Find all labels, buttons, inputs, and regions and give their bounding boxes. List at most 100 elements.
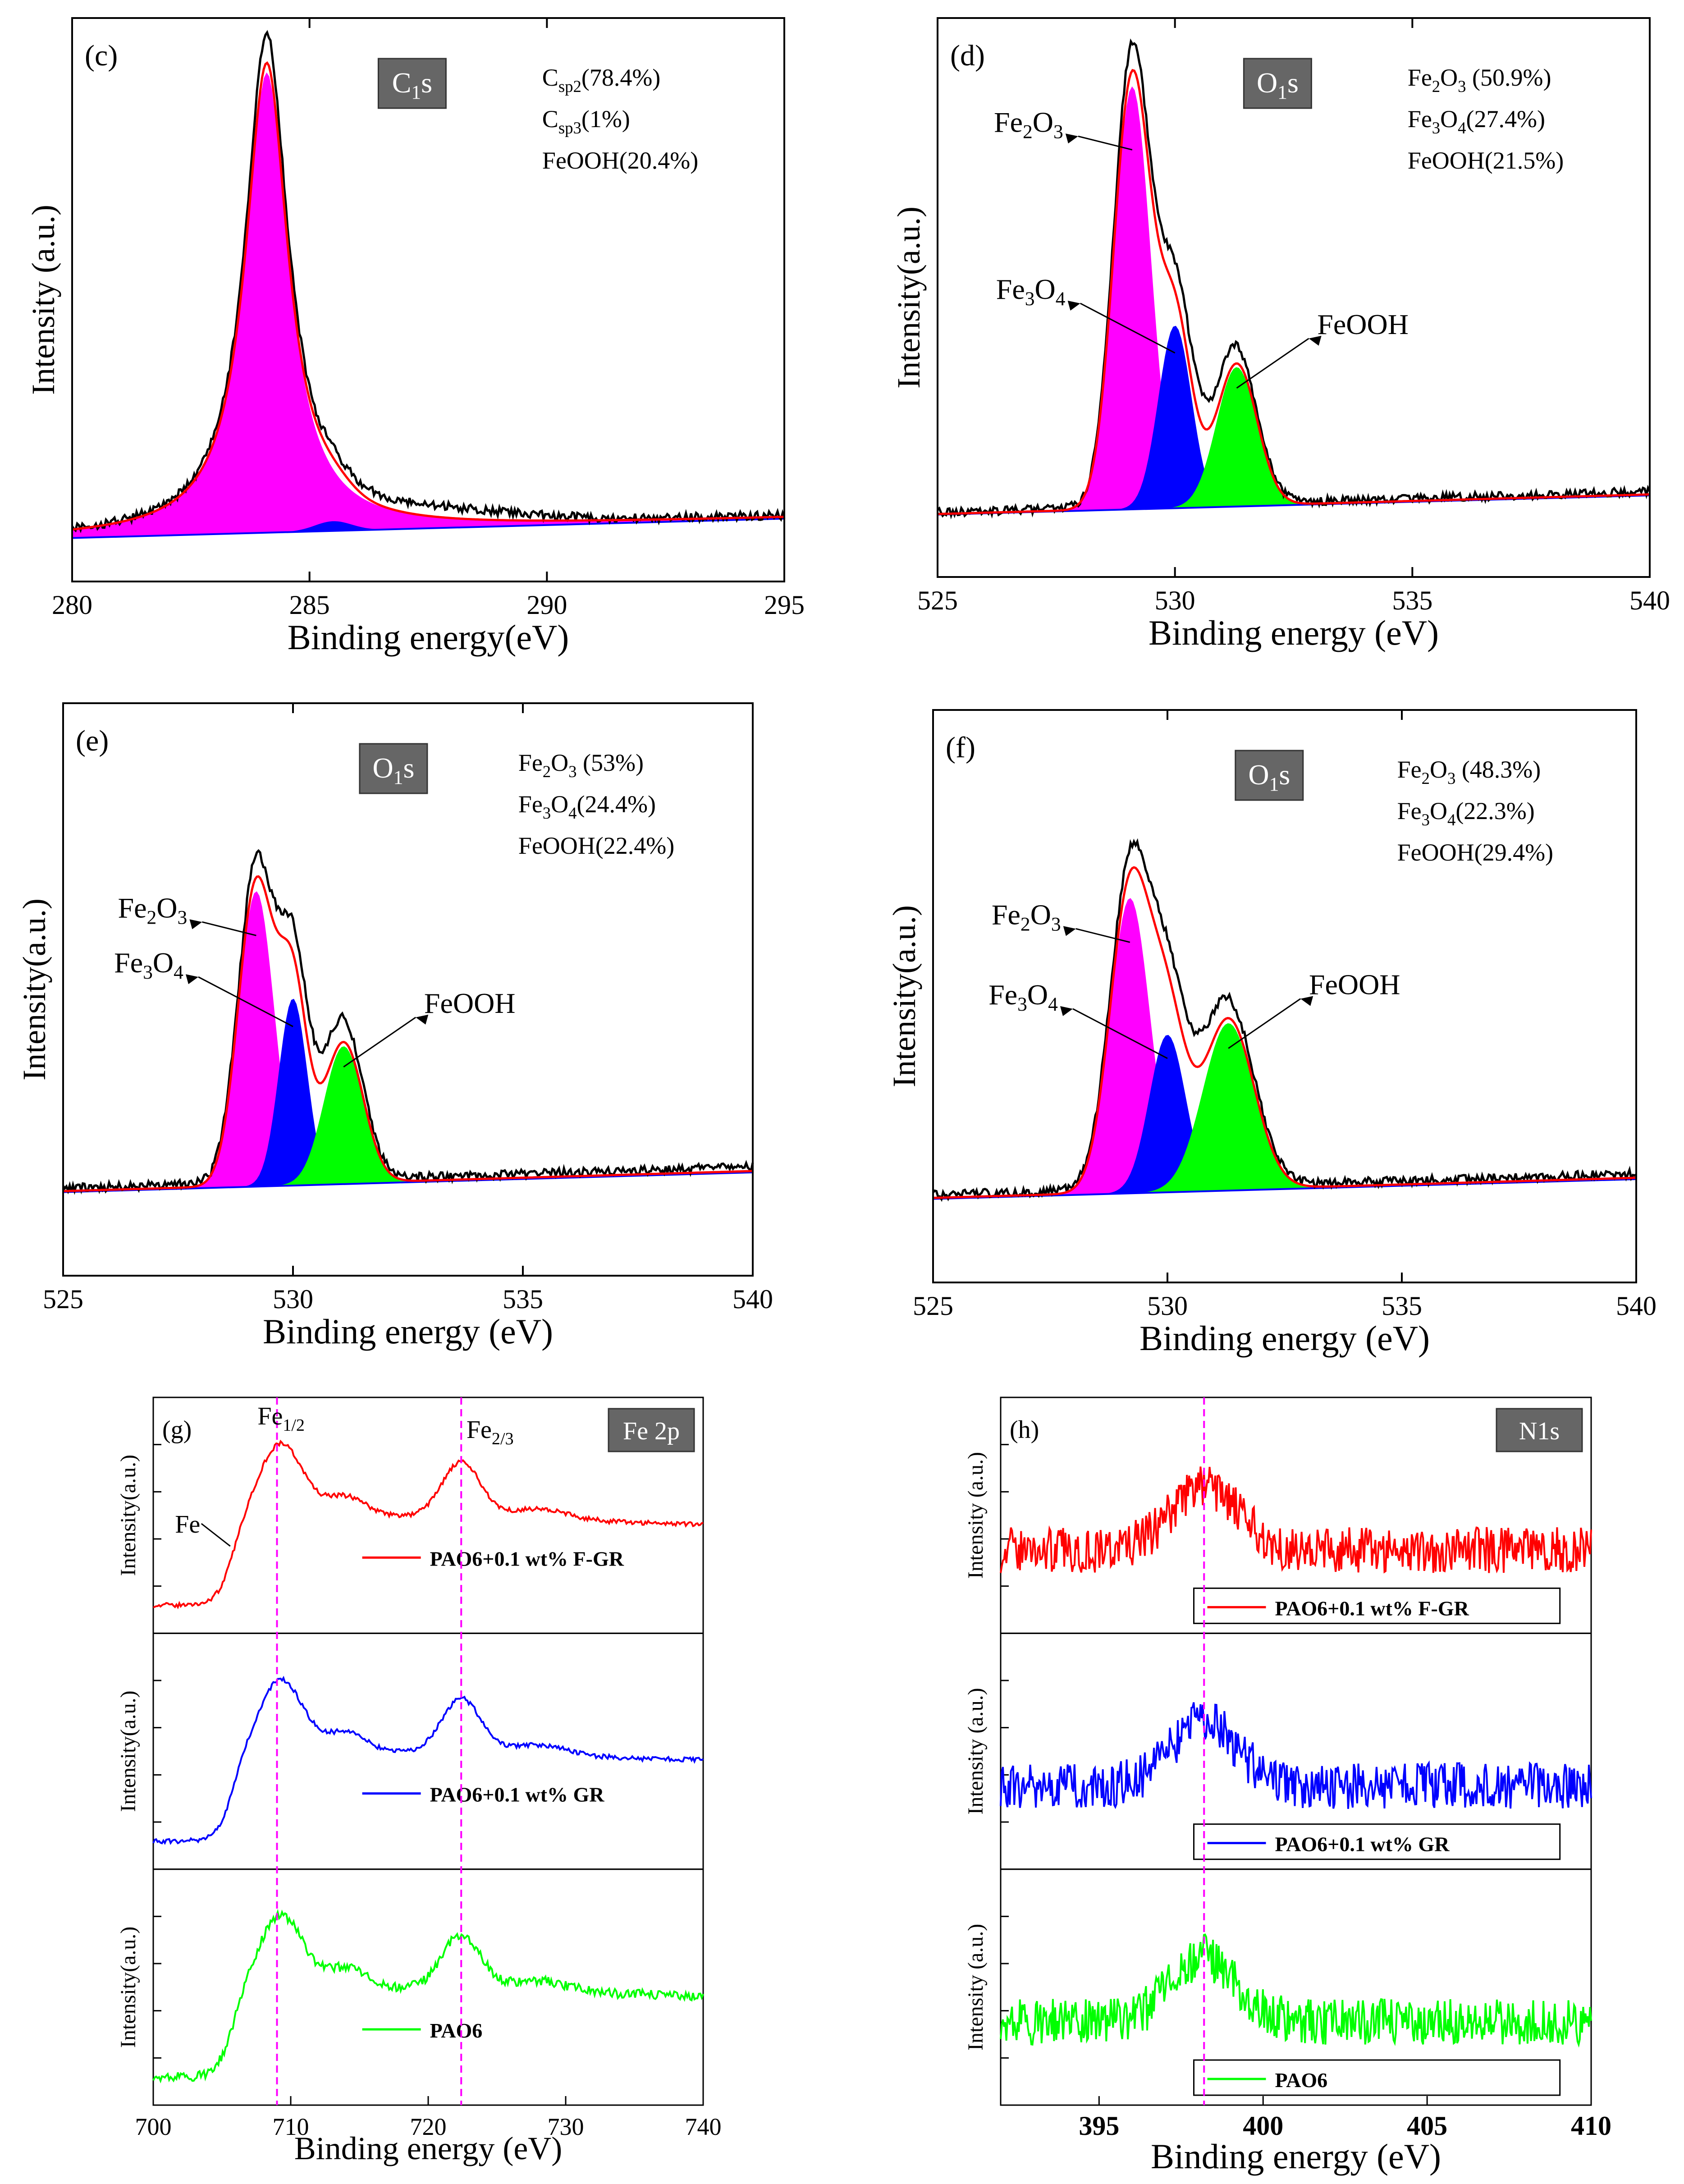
badge-box [1496, 1408, 1583, 1452]
annotation-fe3o4: Fe3O4 [996, 273, 1066, 310]
badge-label: Fe 2p [623, 1417, 680, 1445]
peak-label-0: Fe [175, 1511, 200, 1538]
x-axis-label: Binding energy(eV) [288, 618, 569, 657]
annotation-fe2o3: Fe2O3 [994, 106, 1063, 142]
legend-label: PAO6+0.1 wt% F-GR [1275, 1597, 1469, 1620]
x-tick-label: 525 [43, 1284, 83, 1314]
x-tick-label: 720 [410, 2113, 447, 2140]
plot-frame [71, 17, 785, 582]
x-tick-label: 530 [1155, 586, 1195, 615]
x-axis-label: Binding energy (eV) [1151, 2137, 1441, 2176]
badge-label: O1s [1257, 67, 1299, 103]
badge-label: O1s [372, 752, 414, 788]
raw-spectrum-line [932, 838, 1637, 1202]
plot-frame [932, 709, 1637, 1283]
spectrum-line-0 [1000, 1466, 1592, 1574]
x-tick-label: 730 [548, 2113, 584, 2140]
annotation-arrow [1228, 998, 1301, 1049]
annotation-arrow [343, 1016, 416, 1068]
badge-box [608, 1408, 695, 1452]
arrow-head [1067, 300, 1080, 311]
arrow-head [1063, 926, 1076, 936]
annotation-arrow [1078, 135, 1133, 151]
panel-c: 280 285 290 295 Binding energy(eV) Intensity … [25, 17, 805, 657]
panel-f: 525 530 535 540 Binding energy (eV) Intensity… [886, 709, 1657, 1358]
badge-label: N1s [1519, 1417, 1560, 1445]
raw-spectrum-line [937, 38, 1651, 520]
x-tick-label: 530 [273, 1284, 313, 1314]
x-tick-label: 525 [917, 586, 958, 615]
composition-2: FeOOH(29.4%) [1397, 839, 1553, 866]
legend-box [1193, 1823, 1561, 1860]
x-tick-label: 530 [1147, 1291, 1188, 1321]
composition-0: Fe2O3 (50.9%) [1408, 64, 1551, 96]
panel-label: (d) [950, 39, 985, 72]
legend-box [1193, 1587, 1561, 1624]
panel-label: (e) [76, 724, 109, 757]
panel-label: (f) [946, 731, 975, 764]
annotation-feooh: FeOOH [1317, 308, 1409, 340]
y-axis-label: Intensity(a.u.) [886, 905, 922, 1087]
arrow-head [1060, 1006, 1073, 1016]
spectrum-line-1 [152, 1676, 704, 1845]
baseline-line [72, 517, 785, 539]
baseline-line [933, 1178, 1637, 1200]
badge-label: C1s [392, 67, 432, 103]
legend-label: PAO6 [430, 2019, 483, 2042]
plot-frame [937, 17, 1651, 578]
annotation-feooh: FeOOH [424, 987, 516, 1019]
y-axis-label: Intensity (a.u.) [964, 1452, 988, 1579]
x-tick-label: 535 [1392, 586, 1432, 615]
y-axis-label: Intensity(a.u.) [891, 206, 927, 389]
composition-0: Fe2O3 (48.3%) [1397, 756, 1541, 788]
panel-label: (h) [1010, 1416, 1039, 1444]
x-tick-label: 295 [764, 590, 805, 620]
legend-label: PAO6+0.1 wt% GR [430, 1783, 605, 1806]
panel-g: Intensity(a.u.) PAO6+0.1 wt% F-GR Intensit… [116, 1396, 722, 2166]
subplot-frame [1000, 1868, 1592, 2106]
y-axis-label: Intensity (a.u.) [25, 205, 61, 395]
x-tick-label: 540 [1616, 1291, 1657, 1321]
x-tick-label: 290 [526, 590, 567, 620]
annotation-fe3o4: Fe3O4 [114, 947, 183, 983]
x-tick-label: 535 [503, 1284, 543, 1314]
panel-d: 525 530 535 540 Binding energy (eV) Intensity… [891, 17, 1670, 652]
composition-2: FeOOH(20.4%) [542, 147, 698, 174]
fill-fe2o3 [63, 891, 753, 1192]
x-tick-label: 535 [1382, 1291, 1422, 1321]
x-axis-label: Binding energy (eV) [294, 2130, 563, 2166]
y-axis-label: Intensity(a.u.) [116, 1927, 140, 2048]
x-tick-label: 405 [1407, 2111, 1447, 2141]
x-tick-label: 525 [913, 1291, 953, 1321]
fit-envelope-line [72, 61, 785, 531]
fill-fe2o3 [938, 86, 1650, 515]
y-axis-label: Intensity (a.u.) [964, 1688, 988, 1814]
panel-e: 525 530 535 540 Binding energy (eV) Intensity… [16, 702, 773, 1351]
peak-label-1: Fe1/2 [257, 1402, 305, 1435]
annotation-arrow [202, 921, 256, 936]
arrow-head [1300, 996, 1313, 1006]
y-axis-label: Intensity (a.u.) [964, 1924, 988, 2051]
panel-label: (g) [162, 1416, 192, 1444]
y-axis-label: Intensity(a.u.) [16, 898, 52, 1081]
annotation-fe2o3: Fe2O3 [992, 898, 1061, 935]
annotation-fe2o3: Fe2O3 [118, 892, 188, 928]
composition-1: Fe3O4(24.4%) [518, 791, 656, 822]
legend-label: PAO6 [1275, 2069, 1328, 2092]
composition-2: FeOOH(22.4%) [518, 832, 674, 859]
fit-envelope-line [937, 69, 1650, 515]
annotation-arrow [1075, 928, 1130, 943]
x-tick-label: 410 [1571, 2111, 1611, 2141]
plot-frame [62, 702, 754, 1277]
badge-box [1235, 750, 1304, 801]
raw-spectrum-line [71, 30, 786, 534]
annotation-feooh: FeOOH [1309, 969, 1400, 1001]
x-axis-label: Binding energy (eV) [1139, 1319, 1430, 1358]
fe-arrow [201, 1523, 231, 1547]
x-tick-label: 400 [1243, 2111, 1283, 2141]
legend-box [1193, 2059, 1561, 2096]
x-tick-label: 740 [685, 2113, 722, 2140]
x-tick-label: 285 [289, 590, 330, 620]
y-axis-label: Intensity(a.u.) [116, 1690, 140, 1812]
